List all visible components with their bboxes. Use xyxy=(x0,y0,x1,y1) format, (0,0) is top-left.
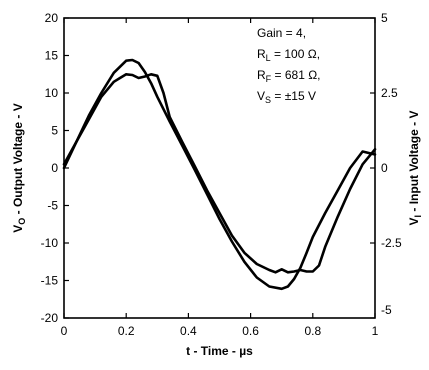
y-right-title-base: V xyxy=(407,217,421,225)
series-line-0 xyxy=(62,58,377,291)
y-right-tick-label-3: -2.5 xyxy=(381,236,402,250)
y-left-title-base: V xyxy=(11,225,25,233)
annotation-line-3-rest: = ±15 V xyxy=(271,89,316,103)
annotation-line-1: RL = 100 Ω, xyxy=(257,47,320,63)
y-left-tick-label-8: -20 xyxy=(41,311,59,325)
tick-labels: 0 0.2 0.4 0.6 0.8 1 20 15 10 5 0 -5 -10 -15 -20 5 2.5 0 -2… xyxy=(41,11,402,338)
y-right-tick-label-2: 0 xyxy=(381,161,388,175)
annotation-line-2-sub: F xyxy=(266,74,272,84)
y-right-tick-label-0: 5 xyxy=(381,11,388,25)
annotation-line-1-sub: L xyxy=(266,53,271,63)
y-right-tick-label-1: 2.5 xyxy=(381,86,398,100)
x-axis-title: t - Time - µs xyxy=(186,344,253,358)
y-left-title-sub: O xyxy=(17,218,27,225)
annotation-line-1-base: R xyxy=(257,47,266,61)
y-axis-left-title: VO - Output Voltage - V xyxy=(11,103,27,232)
y-right-title-rest: - Input Voltage - V xyxy=(407,111,421,215)
annotation-line-0-base: Gain = 4, xyxy=(257,26,306,40)
x-tick-label-3: 0.6 xyxy=(242,324,259,338)
annotation-line-3: VS = ±15 V xyxy=(257,89,316,105)
annotation-line-2-rest: = 681 Ω, xyxy=(271,68,320,82)
y-right-title-sub: I xyxy=(413,215,423,218)
annotation-line-1-rest: = 100 Ω, xyxy=(271,47,320,61)
y-left-tick-label-4: 0 xyxy=(51,161,58,175)
y-left-tick-label-5: -5 xyxy=(47,199,58,213)
x-tick-label-0: 0 xyxy=(61,324,68,338)
annotation-line-0: Gain = 4, xyxy=(257,26,306,40)
annotation-line-2: RF = 681 Ω, xyxy=(257,68,321,84)
plot-frame xyxy=(63,17,376,319)
y-left-tick-label-0: 20 xyxy=(45,11,59,25)
y-right-tick-label-4: -5 xyxy=(381,303,392,317)
plot-lines xyxy=(62,58,377,291)
y-axis-right-title: VI - Input Voltage - V xyxy=(407,111,423,226)
series-line-1 xyxy=(62,73,377,274)
tick-marks xyxy=(63,17,376,319)
annotation: Gain = 4,RL = 100 Ω,RF = 681 Ω,VS = ±15 … xyxy=(257,26,321,105)
x-tick-label-1: 0.2 xyxy=(118,324,135,338)
annotation-line-3-sub: S xyxy=(265,95,271,105)
y-left-tick-label-3: 5 xyxy=(51,124,58,138)
x-tick-label-2: 0.4 xyxy=(180,324,197,338)
y-left-tick-label-7: -15 xyxy=(41,274,59,288)
x-tick-label-4: 0.8 xyxy=(304,324,321,338)
y-left-title-rest: - Output Voltage - V xyxy=(11,103,25,217)
annotation-line-2-base: R xyxy=(257,68,266,82)
y-left-tick-label-6: -10 xyxy=(41,236,59,250)
annotation-line-3-base: V xyxy=(257,89,265,103)
y-left-tick-label-2: 10 xyxy=(45,86,59,100)
y-left-tick-label-1: 15 xyxy=(45,49,59,63)
x-tick-label-5: 1 xyxy=(372,324,379,338)
